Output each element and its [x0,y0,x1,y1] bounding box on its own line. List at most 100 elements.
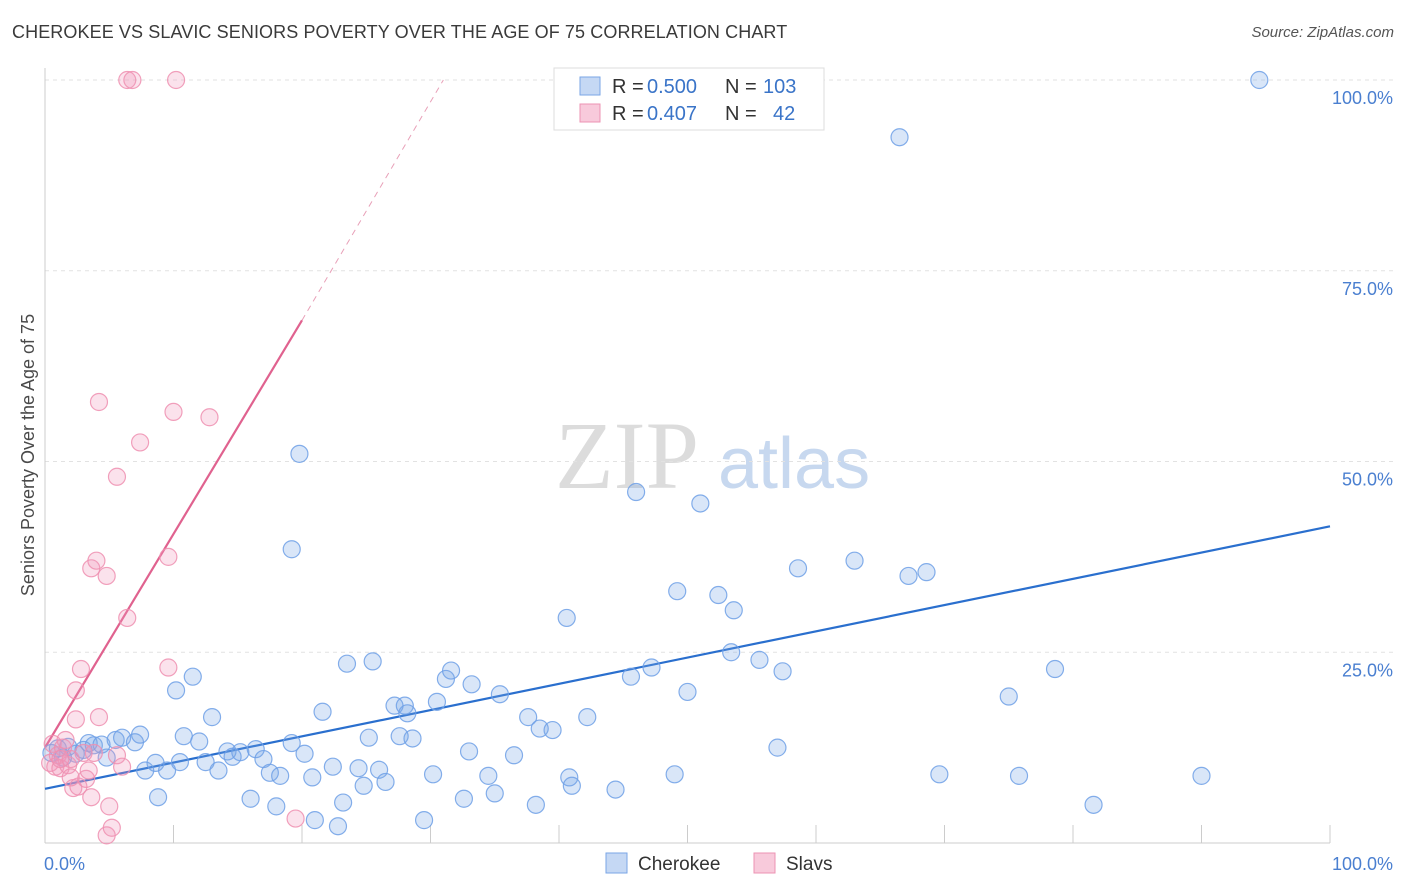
cherokee-point [337,654,357,673]
cherokee-trend-line [44,525,1331,790]
cherokee-point [462,675,481,694]
x-tick-labels: 0.0% 100.0% [44,854,1393,874]
cherokee-point [768,738,787,757]
cherokee-point [930,765,949,784]
watermark-atlas: atlas [718,424,870,504]
slavs-point [164,402,183,422]
cherokee-point [282,540,301,559]
legend-r-slavs: 0.407 [647,103,697,125]
cherokee-point [691,494,710,513]
legend-r-label-cherokee: R = [612,76,644,98]
cherokee-point [1009,766,1029,785]
slavs-point [107,746,127,765]
cherokee-point [490,685,509,704]
cherokee-point [504,746,524,765]
y-tick-labels: 100.0% 75.0% 50.0% 25.0% [1332,88,1393,680]
slavs-point [66,710,85,729]
y-axis-label: Seniors Poverty Over the Age of 75 [18,314,38,596]
cherokee-point [246,740,265,759]
cherokee-point [231,743,250,762]
cherokee-point [136,761,155,780]
legend-n-label-cherokee: N = [725,76,757,98]
cherokee-point [271,766,290,785]
cherokee-point [1045,659,1065,679]
slavs-point [79,761,98,780]
slavs-point [102,818,121,837]
cherokee-point [241,789,260,808]
cherokee-point [313,702,332,721]
cherokee-point [290,444,309,463]
cherokee-point [295,744,314,763]
y-tick-label: 25.0% [1342,660,1393,680]
cherokee-point [578,708,597,727]
slavs-point [71,659,91,679]
slavs-point [89,392,109,412]
slavs-point [97,566,116,586]
cherokee-point [724,601,743,620]
cherokee-point [363,652,382,671]
cherokee-point [398,704,417,723]
slavs-point [130,433,150,452]
slavs-point [87,551,106,570]
cherokee-point [642,658,661,677]
cherokee-point [157,761,177,780]
watermark-zip: ZIP [555,402,699,509]
cherokee-point [130,725,150,744]
slavs-point [159,658,178,677]
x-tick-label: 100.0% [1332,854,1393,874]
cherokee-point [845,551,864,570]
cherokee-point [196,753,215,772]
slavs-point [69,777,88,796]
cherokee-point [148,788,168,807]
y-tick-label: 50.0% [1342,470,1393,490]
slavs-point [118,70,137,90]
cherokee-point [328,817,348,836]
legend-r-label-slavs: R = [612,103,644,125]
cherokee-point [441,661,461,680]
trend-lines [44,79,1331,790]
slavs-point [61,768,80,787]
cherokee-point [750,650,769,669]
chart-title: CHEROKEE VS SLAVIC SENIORS POVERTY OVER … [12,22,788,42]
slavs-point [112,757,132,776]
cherokee-point [209,761,228,780]
cherokee-point [917,563,936,582]
cherokee-point [218,742,237,761]
slavs-point [66,681,85,700]
slavs-point [89,708,109,727]
cherokee-point [323,757,342,776]
cherokee-point [403,729,422,748]
cherokee-point [202,708,222,727]
cherokee-point [626,482,646,502]
cherokee-point [282,733,301,753]
cherokee-point [788,559,808,578]
cherokee-point [414,811,434,830]
slavs-point [123,70,142,90]
slavs-point [74,743,93,763]
slavs-point [200,408,219,427]
cherokee-point [665,765,684,784]
cherokee-point [606,780,625,799]
slavs-point [107,467,127,486]
cherokee-point [485,784,504,803]
slavs-point [82,788,101,807]
cherokee-point [621,667,641,686]
cherokee-point [190,732,209,751]
cherokee-point [890,128,909,147]
cherokee-point [722,643,741,662]
cherokee-point [1084,795,1103,814]
cherokee-point [519,708,538,727]
source-label: Source: ZipAtlas.com [1251,24,1394,41]
cherokee-point [562,776,581,795]
bottom-legend-swatch-cherokee [605,852,628,874]
slavs-trend-line [44,319,303,749]
cherokee-point [526,795,545,814]
slavs-point [118,608,137,628]
cherokee-point [354,776,373,795]
cherokee-point [668,582,687,601]
cherokee-point [174,727,193,746]
bottom-legend: Cherokee Slavs [605,852,832,875]
cherokee-point [376,772,395,792]
slavs-point [56,730,75,750]
